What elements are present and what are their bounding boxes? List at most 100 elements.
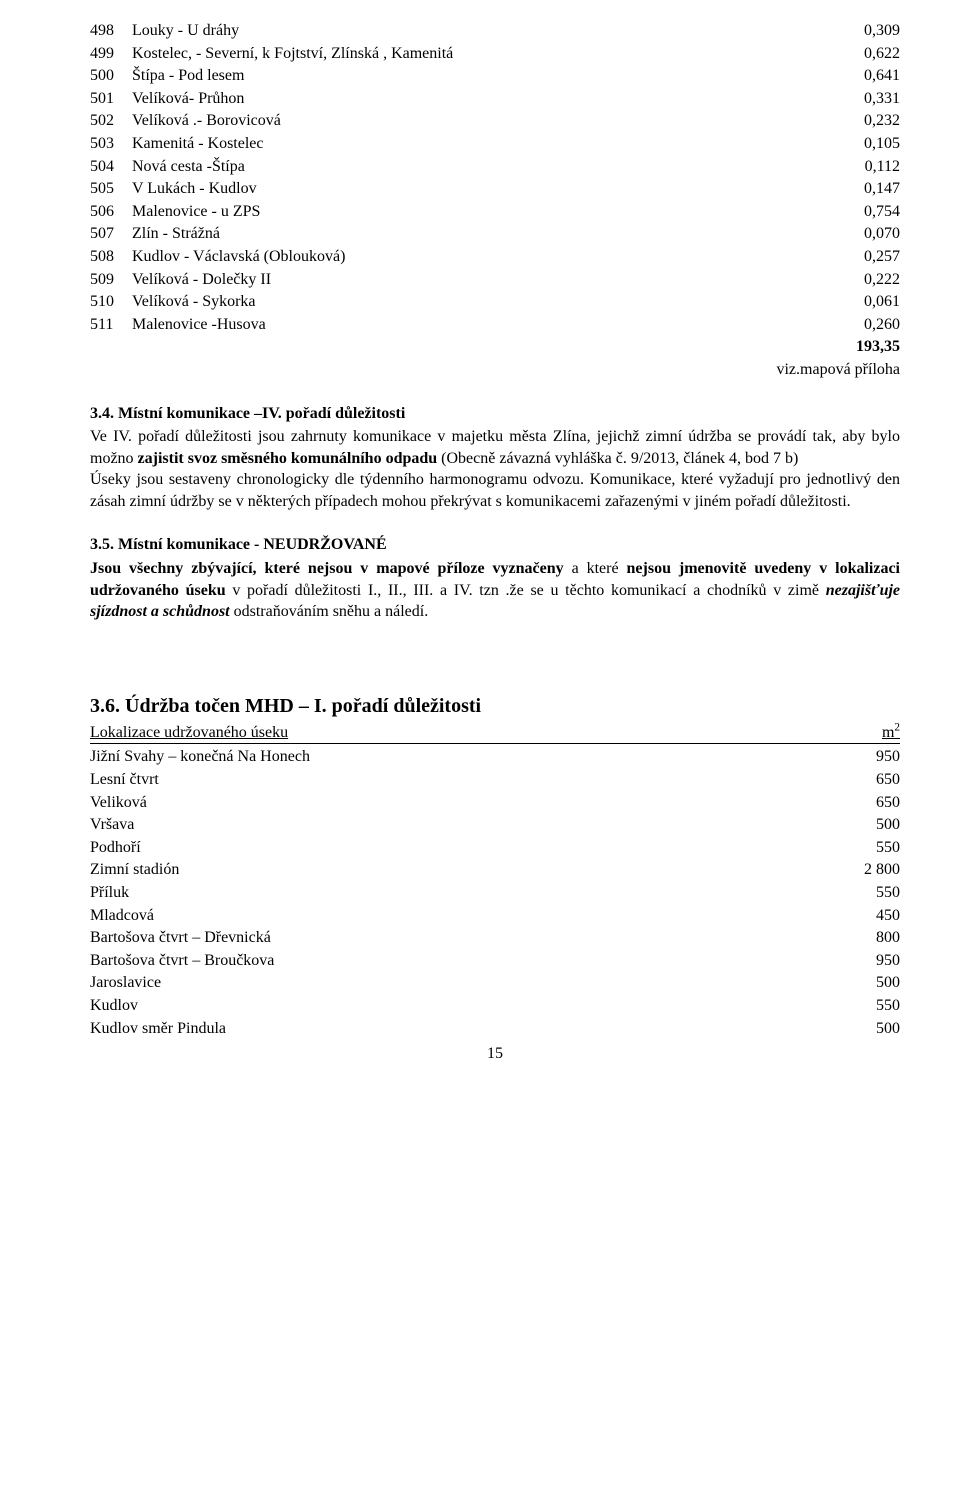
row-name: Bartošova čtvrt – Broučkova <box>90 950 820 972</box>
table-row: 509Velíková - Dolečky II0,222 <box>90 269 900 291</box>
row-value: 0,641 <box>820 65 900 87</box>
table-row: 511Malenovice -Husova0,260 <box>90 314 900 336</box>
row-number: 506 <box>90 201 132 223</box>
row-name: Velíková .- Borovicová <box>132 110 820 132</box>
table-row: Vršava500 <box>90 814 900 836</box>
table-row: 501Velíková- Průhon0,331 <box>90 88 900 110</box>
row-value: 0,754 <box>820 201 900 223</box>
row-value: 950 <box>820 950 900 972</box>
row-name: Kudlov směr Pindula <box>90 1018 820 1040</box>
row-value: 0,112 <box>820 156 900 178</box>
mhd-rule <box>90 743 900 744</box>
table-row: 498Louky - U dráhy0,309 <box>90 20 900 42</box>
mhd-table: Jižní Svahy – konečná Na Honech950Lesní … <box>90 746 900 1039</box>
row-value: 0,061 <box>820 291 900 313</box>
text: (Obecně závazná vyhláška č. 9/2013, člán… <box>441 450 798 467</box>
row-number: 510 <box>90 291 132 313</box>
row-name: Velíková - Sykorka <box>132 291 820 313</box>
row-name: Kudlov - Václavská (Oblouková) <box>132 246 820 268</box>
row-name: V Lukách - Kudlov <box>132 178 820 200</box>
row-number: 501 <box>90 88 132 110</box>
table-row: Veliková650 <box>90 792 900 814</box>
table-row: 504Nová cesta -Štípa0,112 <box>90 156 900 178</box>
row-name: Louky - U dráhy <box>132 20 820 42</box>
road-table: 498Louky - U dráhy0,309499Kostelec, - Se… <box>90 20 900 335</box>
text: odstraňováním sněhu a náledí. <box>234 603 429 620</box>
row-name: Podhoří <box>90 837 820 859</box>
table-row: 499Kostelec, - Severní, k Fojtství, Zlín… <box>90 43 900 65</box>
row-name: Nová cesta -Štípa <box>132 156 820 178</box>
table-row: Bartošova čtvrt – Dřevnická800 <box>90 927 900 949</box>
table-row: Příluk550 <box>90 882 900 904</box>
row-value: 0,105 <box>820 133 900 155</box>
row-name: Zlín - Strážná <box>132 223 820 245</box>
row-name: Jaroslavice <box>90 972 820 994</box>
mhd-header-row: Lokalizace udržovaného úseku m2 <box>90 722 900 744</box>
row-name: Kudlov <box>90 995 820 1017</box>
table-row: 510Velíková - Sykorka0,061 <box>90 291 900 313</box>
row-value: 500 <box>820 1018 900 1040</box>
page-number: 15 <box>90 1043 900 1065</box>
row-value: 0,309 <box>820 20 900 42</box>
table-row: Jaroslavice500 <box>90 972 900 994</box>
row-value: 2 800 <box>820 859 900 881</box>
row-name: Velíková - Dolečky II <box>132 269 820 291</box>
row-number: 503 <box>90 133 132 155</box>
road-total-row: 193,35 <box>90 336 900 358</box>
table-row: 502Velíková .- Borovicová0,232 <box>90 110 900 132</box>
row-name: Příluk <box>90 882 820 904</box>
table-row: 507Zlín - Strážná0,070 <box>90 223 900 245</box>
table-row: Bartošova čtvrt – Broučkova950 <box>90 950 900 972</box>
table-row: Jižní Svahy – konečná Na Honech950 <box>90 746 900 768</box>
row-value: 0,622 <box>820 43 900 65</box>
table-row: 503Kamenitá - Kostelec0,105 <box>90 133 900 155</box>
row-number: 507 <box>90 223 132 245</box>
text: v pořadí důležitosti I., II., III. a IV.… <box>226 582 826 599</box>
para-3-5: Jsou všechny zbývající, které nejsou v m… <box>90 558 900 623</box>
bold-text: Jsou všechny zbývající, které nejsou v m… <box>90 560 564 577</box>
table-row: Mladcová450 <box>90 905 900 927</box>
table-row: Kudlov směr Pindula500 <box>90 1018 900 1040</box>
row-number: 502 <box>90 110 132 132</box>
row-value: 950 <box>820 746 900 768</box>
table-row: Podhoří550 <box>90 837 900 859</box>
row-value: 0,257 <box>820 246 900 268</box>
mhd-unit: m2 <box>840 722 900 744</box>
mhd-subheading: Lokalizace udržovaného úseku <box>90 724 288 741</box>
row-number: 500 <box>90 65 132 87</box>
para-3-4-2: Úseky jsou sestaveny chronologicky dle t… <box>90 469 900 512</box>
row-name: Kamenitá - Kostelec <box>132 133 820 155</box>
road-total-value: 193,35 <box>820 336 900 358</box>
row-value: 0,232 <box>820 110 900 132</box>
row-value: 800 <box>820 927 900 949</box>
table-row: 500Štípa - Pod lesem0,641 <box>90 65 900 87</box>
row-name: Štípa - Pod lesem <box>132 65 820 87</box>
row-name: Kostelec, - Severní, k Fojtství, Zlínská… <box>132 43 820 65</box>
row-value: 550 <box>820 882 900 904</box>
table-row: 505V Lukách - Kudlov0,147 <box>90 178 900 200</box>
row-name: Bartošova čtvrt – Dřevnická <box>90 927 820 949</box>
row-value: 0,331 <box>820 88 900 110</box>
row-name: Jižní Svahy – konečná Na Honech <box>90 746 820 768</box>
unit-m: m <box>882 724 894 741</box>
page: 498Louky - U dráhy0,309499Kostelec, - Se… <box>0 0 960 1095</box>
table-row: 506Malenovice - u ZPS0,754 <box>90 201 900 223</box>
row-value: 0,070 <box>820 223 900 245</box>
row-number: 511 <box>90 314 132 336</box>
row-number: 504 <box>90 156 132 178</box>
row-value: 450 <box>820 905 900 927</box>
row-number: 508 <box>90 246 132 268</box>
row-name: Velíková- Průhon <box>132 88 820 110</box>
row-name: Malenovice - u ZPS <box>132 201 820 223</box>
row-name: Vršava <box>90 814 820 836</box>
table-row: Zimní stadión2 800 <box>90 859 900 881</box>
unit-super: 2 <box>894 722 900 734</box>
row-value: 0,222 <box>820 269 900 291</box>
row-name: Lesní čtvrt <box>90 769 820 791</box>
map-note: viz.mapová příloha <box>90 359 900 381</box>
heading-3-4: 3.4. Místní komunikace –IV. pořadí důlež… <box>90 403 900 425</box>
table-row: 508Kudlov - Václavská (Oblouková)0,257 <box>90 246 900 268</box>
row-number: 505 <box>90 178 132 200</box>
table-row: Kudlov550 <box>90 995 900 1017</box>
heading-3-5: 3.5. Místní komunikace - NEUDRŽOVANÉ <box>90 534 900 556</box>
